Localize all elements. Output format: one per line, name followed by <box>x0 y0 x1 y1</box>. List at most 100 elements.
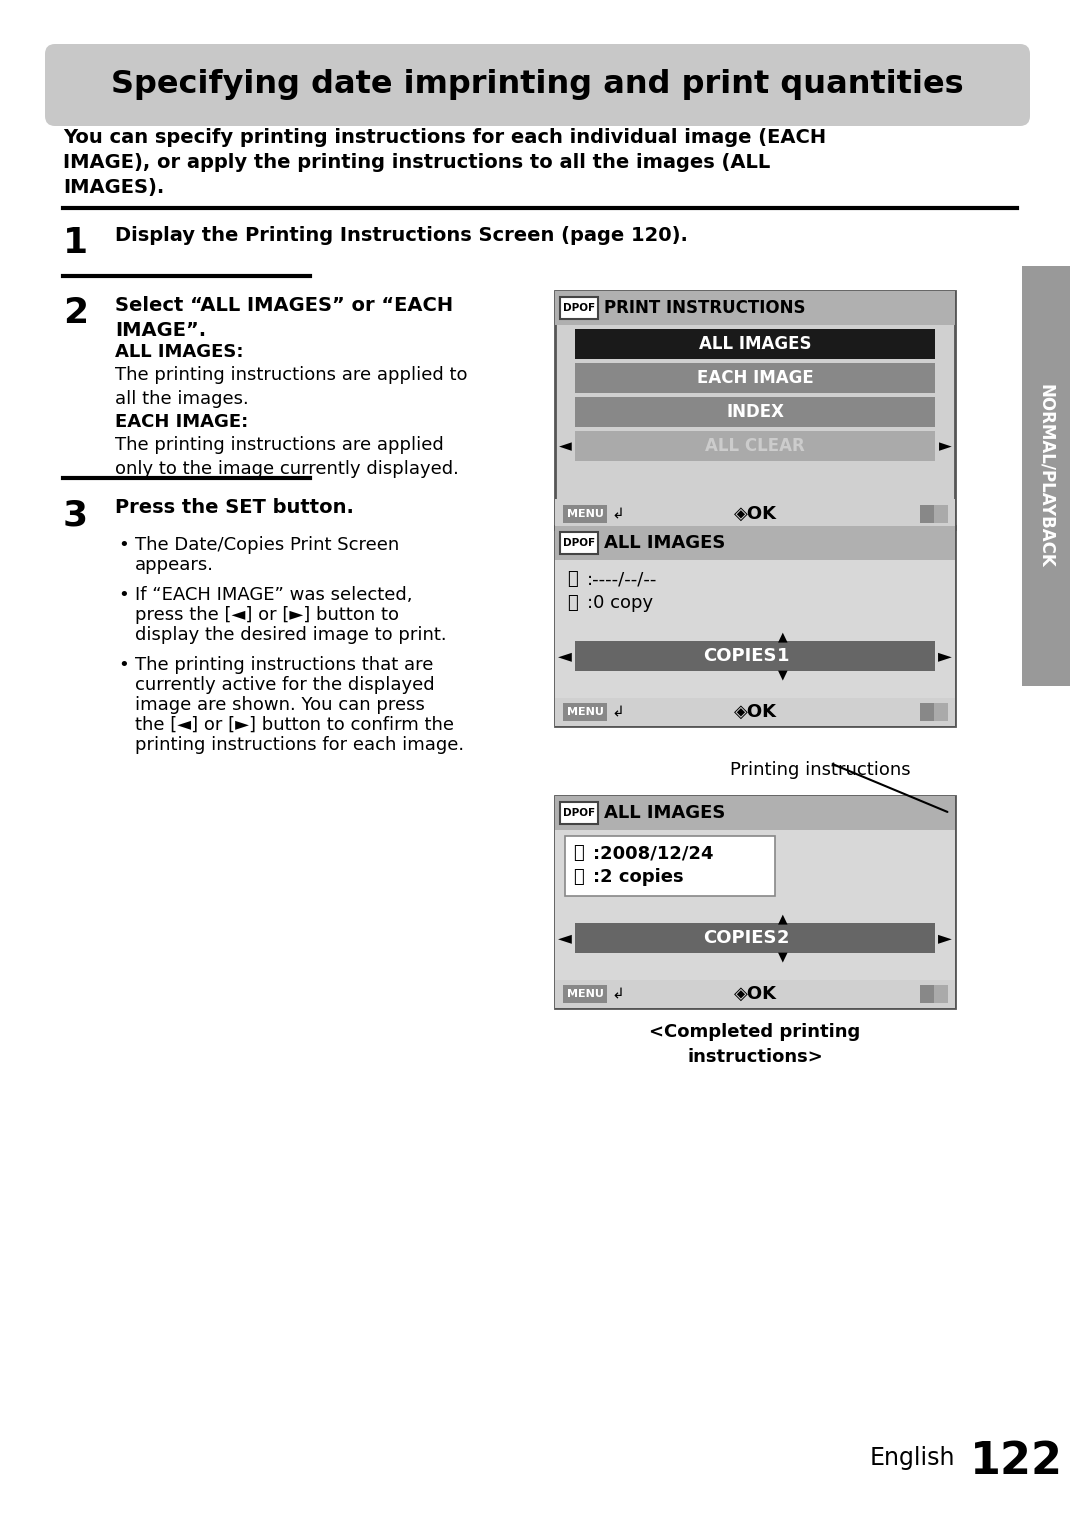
Text: ▲: ▲ <box>779 630 787 644</box>
Text: ►: ► <box>939 436 951 455</box>
Text: ▼: ▼ <box>779 951 787 963</box>
Text: ◄: ◄ <box>558 647 572 665</box>
Bar <box>555 797 955 830</box>
Text: 1: 1 <box>777 647 789 665</box>
Text: ►: ► <box>939 929 951 948</box>
Text: ALL IMAGES: ALL IMAGES <box>604 804 726 823</box>
Text: If “EACH IMAGE” was selected,: If “EACH IMAGE” was selected, <box>135 586 413 604</box>
Bar <box>920 505 934 523</box>
Text: ⎙: ⎙ <box>573 868 584 887</box>
Text: INDEX: INDEX <box>726 403 784 421</box>
Bar <box>920 703 934 720</box>
Bar <box>555 291 955 530</box>
Text: EACH IMAGE: EACH IMAGE <box>697 369 813 388</box>
Text: 2: 2 <box>777 929 789 948</box>
Text: 3: 3 <box>63 497 89 533</box>
Bar <box>563 703 607 720</box>
Text: ◈OK: ◈OK <box>733 984 777 1003</box>
Bar <box>563 505 607 523</box>
Text: the [◄] or [►] button to confirm the: the [◄] or [►] button to confirm the <box>135 716 454 734</box>
Bar <box>555 797 955 1009</box>
Text: currently active for the displayed: currently active for the displayed <box>135 676 434 694</box>
Text: printing instructions for each image.: printing instructions for each image. <box>135 736 464 754</box>
Bar <box>920 984 948 1003</box>
Text: ◈OK: ◈OK <box>733 703 777 720</box>
Bar <box>555 830 955 1009</box>
Bar <box>920 703 948 720</box>
Bar <box>555 526 955 560</box>
Text: ⌛: ⌛ <box>567 571 578 588</box>
Bar <box>555 499 955 530</box>
Text: Press the SET button.: Press the SET button. <box>114 497 354 517</box>
Text: •: • <box>118 656 129 674</box>
Text: ⌛: ⌛ <box>573 844 584 862</box>
Bar <box>561 803 598 824</box>
Text: •: • <box>118 536 129 554</box>
Text: ↲: ↲ <box>611 507 624 522</box>
Bar <box>575 330 935 359</box>
Text: DPOF: DPOF <box>563 539 595 548</box>
Bar <box>575 641 935 671</box>
Text: The printing instructions are applied to
all the images.: The printing instructions are applied to… <box>114 366 468 407</box>
Text: ◈OK: ◈OK <box>733 505 777 523</box>
Text: English: English <box>870 1447 956 1470</box>
Bar <box>920 505 948 523</box>
Text: EACH IMAGE:: EACH IMAGE: <box>114 414 248 430</box>
Bar <box>575 363 935 394</box>
Text: ►: ► <box>939 647 951 665</box>
Text: The printing instructions are applied
only to the image currently displayed.: The printing instructions are applied on… <box>114 436 459 478</box>
Text: The printing instructions that are: The printing instructions that are <box>135 656 433 674</box>
Text: ALL CLEAR: ALL CLEAR <box>705 436 805 455</box>
Text: DPOF: DPOF <box>563 807 595 818</box>
Text: ALL IMAGES: ALL IMAGES <box>604 534 726 552</box>
Bar <box>920 984 934 1003</box>
Bar <box>565 836 775 896</box>
Text: :0 copy: :0 copy <box>588 594 653 612</box>
Bar <box>555 560 955 726</box>
Bar <box>555 697 955 726</box>
Text: image are shown. You can press: image are shown. You can press <box>135 696 424 714</box>
Text: display the desired image to print.: display the desired image to print. <box>135 626 447 644</box>
Text: press the [◄] or [►] button to: press the [◄] or [►] button to <box>135 606 399 624</box>
Text: MENU: MENU <box>567 989 604 1000</box>
Text: The Date/Copies Print Screen: The Date/Copies Print Screen <box>135 536 400 554</box>
Bar <box>575 397 935 427</box>
Text: <Completed printing
instructions>: <Completed printing instructions> <box>649 1022 861 1067</box>
Text: Select “ALL IMAGES” or “EACH
IMAGE”.: Select “ALL IMAGES” or “EACH IMAGE”. <box>114 296 454 340</box>
Text: Specifying date imprinting and print quantities: Specifying date imprinting and print qua… <box>111 70 963 101</box>
Bar <box>561 298 598 319</box>
Text: 1: 1 <box>63 226 89 259</box>
Bar <box>561 533 598 554</box>
Text: MENU: MENU <box>567 707 604 717</box>
Text: COPIES: COPIES <box>703 647 777 665</box>
Text: :2008/12/24: :2008/12/24 <box>593 844 714 862</box>
Bar <box>575 430 935 461</box>
Text: MENU: MENU <box>567 510 604 519</box>
Text: Display the Printing Instructions Screen (page 120).: Display the Printing Instructions Screen… <box>114 226 688 246</box>
Text: You can specify printing instructions for each individual image (EACH
IMAGE), or: You can specify printing instructions fo… <box>63 128 826 197</box>
Text: DPOF: DPOF <box>563 304 595 313</box>
Text: ↲: ↲ <box>611 986 624 1001</box>
Bar <box>1022 266 1070 687</box>
Text: •: • <box>118 586 129 604</box>
Text: ALL IMAGES: ALL IMAGES <box>699 336 811 353</box>
Text: :2 copies: :2 copies <box>593 868 684 887</box>
Text: COPIES: COPIES <box>703 929 777 948</box>
Text: Printing instructions: Printing instructions <box>730 761 910 778</box>
Text: ALL IMAGES:: ALL IMAGES: <box>114 343 243 362</box>
Text: ▲: ▲ <box>779 913 787 925</box>
Bar <box>555 291 955 325</box>
Text: ⎙: ⎙ <box>567 594 578 612</box>
Bar <box>563 984 607 1003</box>
Text: appears.: appears. <box>135 555 214 574</box>
Text: PRINT INSTRUCTIONS: PRINT INSTRUCTIONS <box>604 299 806 317</box>
Text: 2: 2 <box>63 296 89 330</box>
FancyBboxPatch shape <box>45 44 1030 127</box>
Text: :----/--/--: :----/--/-- <box>588 571 658 588</box>
Text: NORMAL/PLAYBACK: NORMAL/PLAYBACK <box>1037 385 1055 568</box>
Text: ↲: ↲ <box>611 705 624 719</box>
Bar <box>555 980 955 1009</box>
Text: 122: 122 <box>970 1439 1063 1482</box>
Text: ◄: ◄ <box>558 929 572 948</box>
Bar <box>575 923 935 954</box>
